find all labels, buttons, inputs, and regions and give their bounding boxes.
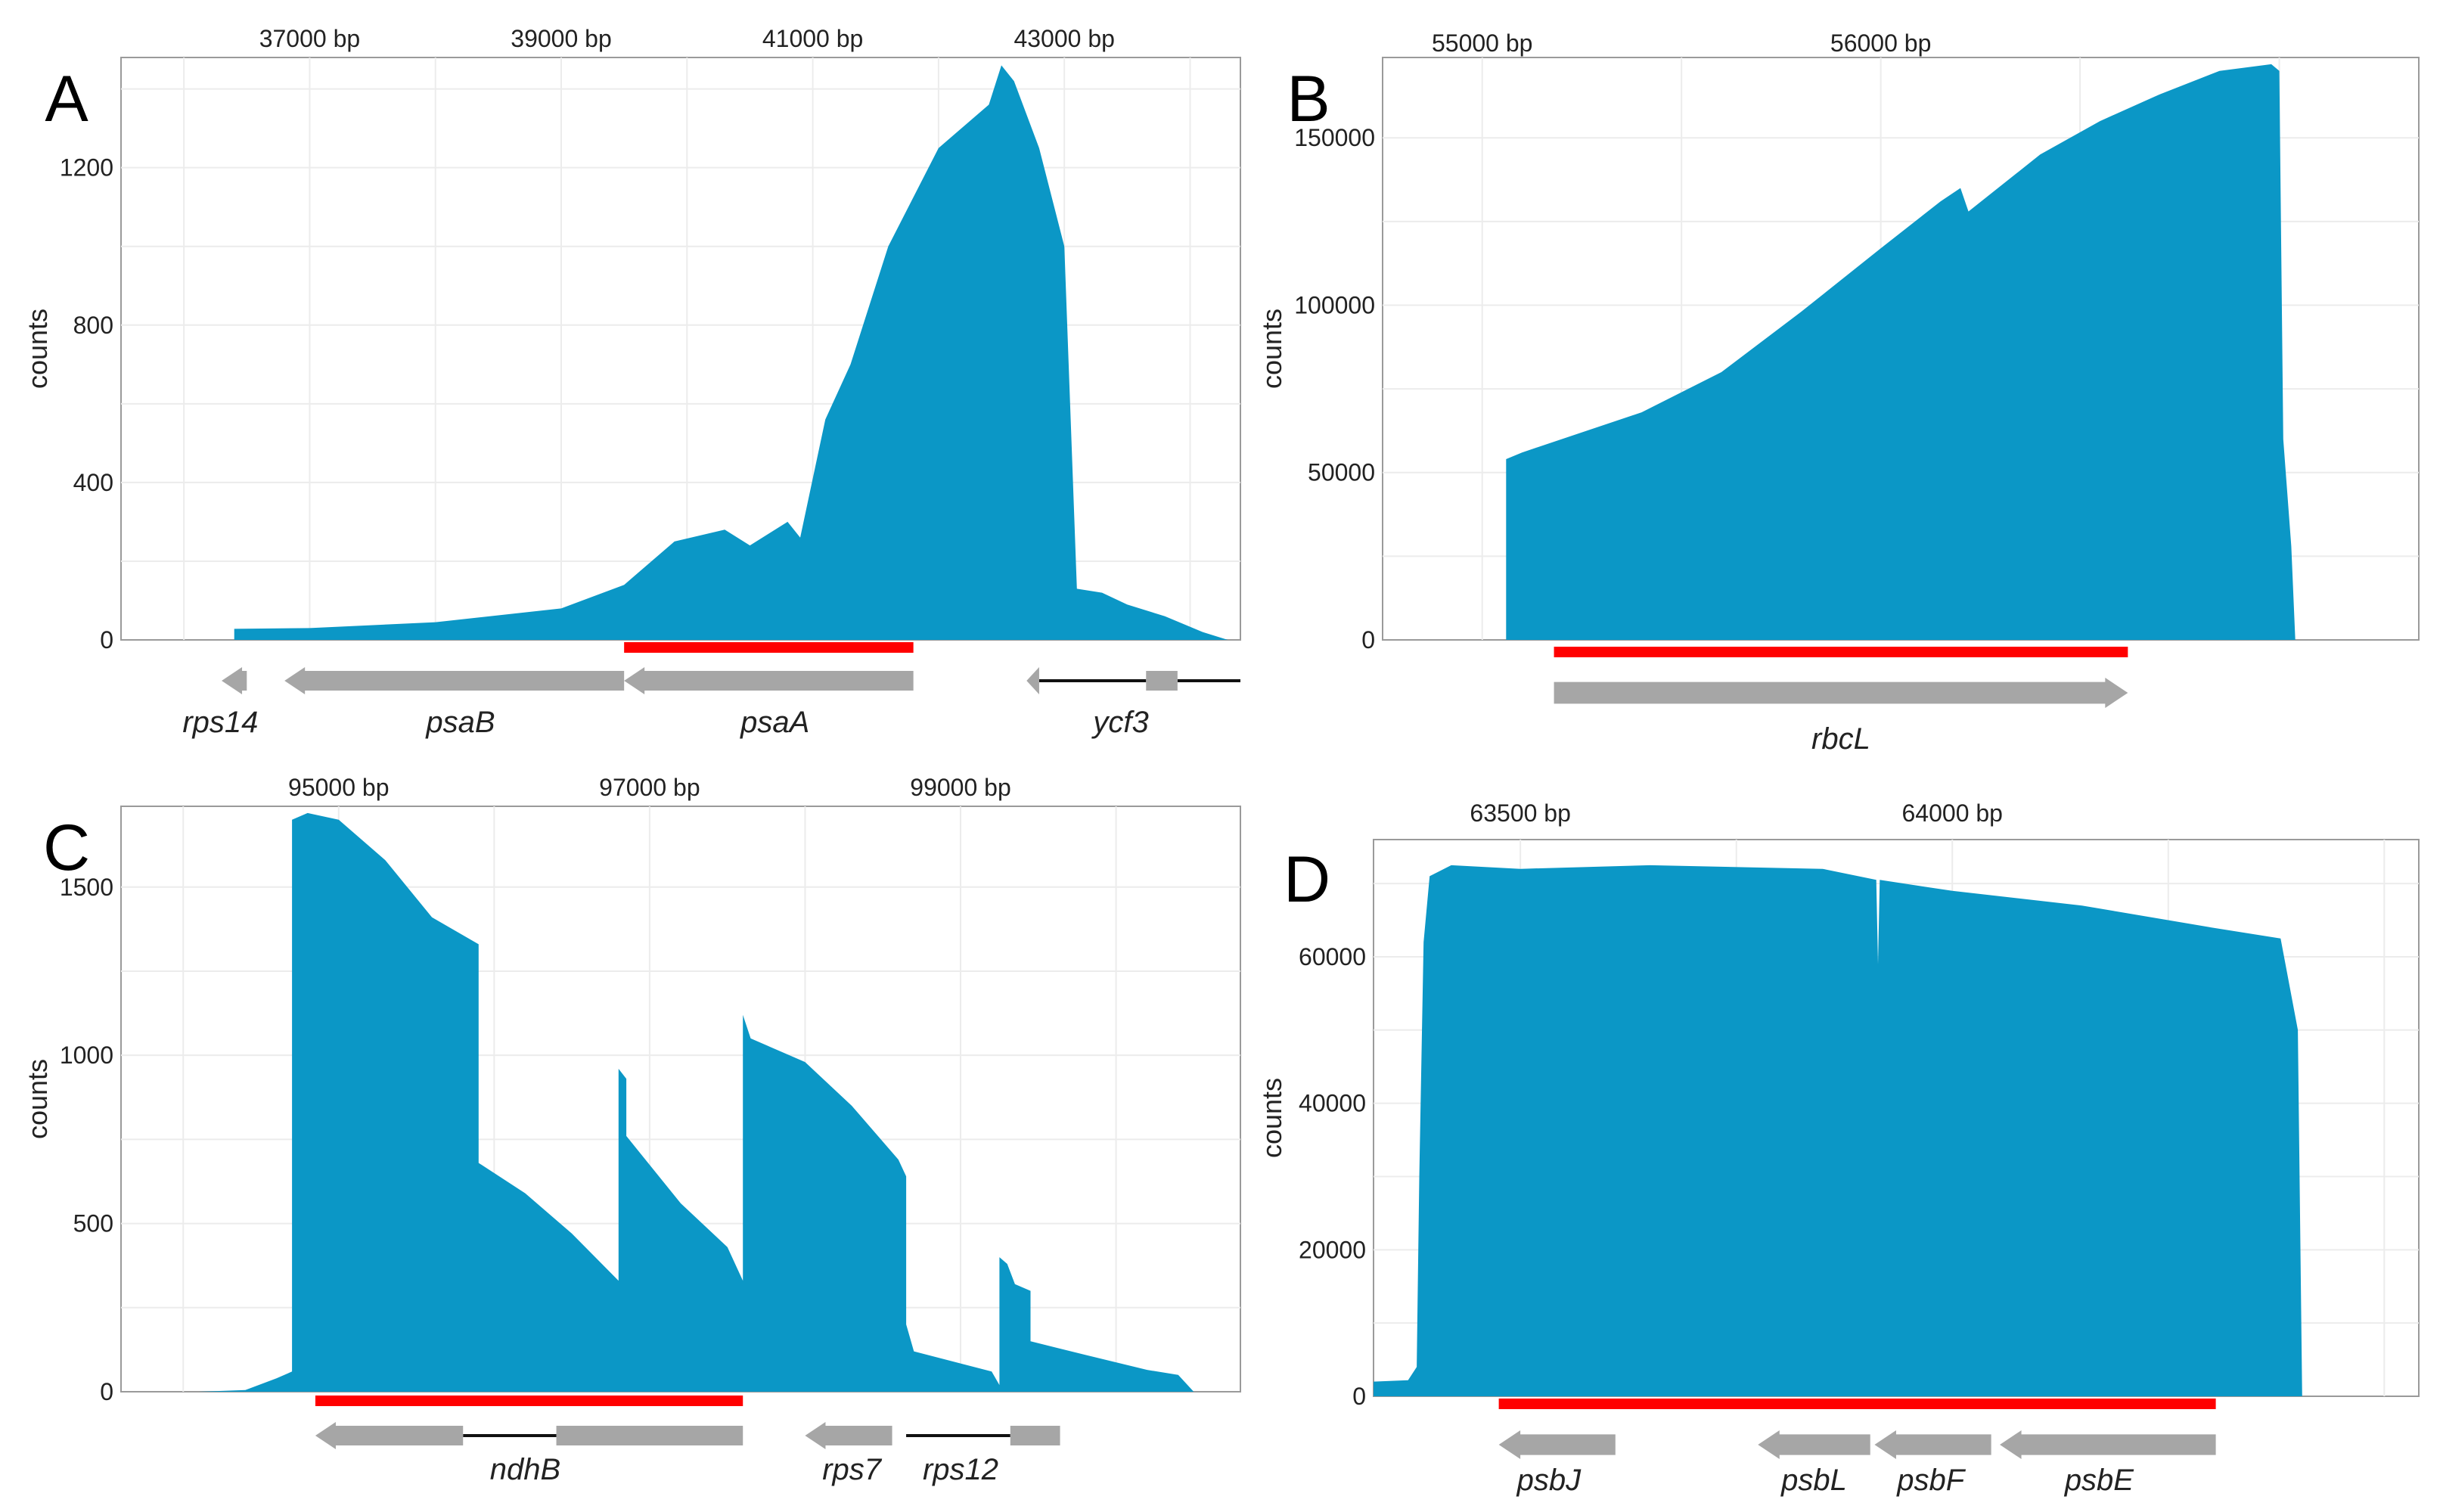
coverage-area xyxy=(1506,64,2296,640)
gene-rps14: rps14 xyxy=(182,667,258,739)
y-axis-label: counts xyxy=(22,309,53,389)
y-axis-label: counts xyxy=(22,1059,53,1139)
x-tick-label: 37000 bp xyxy=(259,25,360,52)
y-tick-label: 0 xyxy=(1361,626,1375,654)
panel-b: B 55000 bp 56000 bp 0 50000 100000 150000 count… xyxy=(1256,29,2420,756)
y-tick-label: 1000 xyxy=(60,1042,113,1069)
gene-psbl: psbL xyxy=(1758,1430,1870,1497)
y-axis-label: counts xyxy=(1256,309,1287,389)
transcript-region-bar xyxy=(315,1396,743,1406)
y-tick-label: 0 xyxy=(100,1378,113,1405)
gene-rps12: rps12 xyxy=(906,1426,1060,1486)
gene-label: psbJ xyxy=(1516,1464,1582,1497)
transcript-region-bar xyxy=(1554,647,2128,657)
y-tick-label: 60000 xyxy=(1299,943,1366,970)
y-tick-label: 500 xyxy=(73,1210,113,1237)
y-axis-label: counts xyxy=(1256,1078,1287,1158)
gene-rbcl: rbcL xyxy=(1554,678,2128,756)
panel-letter: B xyxy=(1287,63,1330,135)
y-tick-label: 1200 xyxy=(60,154,113,182)
x-tick-label: 41000 bp xyxy=(762,25,863,52)
gene-arrow xyxy=(1026,667,1039,694)
y-tick-label: 40000 xyxy=(1299,1090,1366,1117)
gene-psab: psaB xyxy=(284,667,625,739)
y-tick-label: 20000 xyxy=(1299,1236,1366,1263)
y-tick-label: 800 xyxy=(73,312,113,339)
coverage-area xyxy=(198,812,1194,1392)
y-tick-label: 50000 xyxy=(1308,459,1375,486)
x-tick-label: 64000 bp xyxy=(1902,799,2003,827)
gene-arrow xyxy=(1758,1430,1870,1459)
gene-rps7: rps7 xyxy=(805,1422,892,1486)
y-tick-label: 1500 xyxy=(60,874,113,901)
y-tick-label: 100000 xyxy=(1294,291,1375,318)
gene-label: psbE xyxy=(2064,1464,2134,1497)
gene-label: psaA xyxy=(740,706,809,739)
gene-label: rps7 xyxy=(822,1453,883,1486)
panel-a: A 37000 bp 39000 bp 41000 bp 43000 bp 0 400 800… xyxy=(22,25,1241,739)
gene-label: ycf3 xyxy=(1091,706,1148,739)
gene-ndhb: ndhB xyxy=(315,1422,743,1486)
coverage-area xyxy=(234,65,1228,640)
gene-arrow xyxy=(315,1422,464,1449)
gene-arrow xyxy=(2000,1430,2216,1459)
gene-psbj: psbJ xyxy=(1498,1430,1616,1497)
panel-c: C 95000 bp 97000 bp 99000 bp 0 500 1000 1500 cou… xyxy=(22,774,1241,1486)
gene-label: ndhB xyxy=(490,1453,560,1486)
gene-psaa: psaA xyxy=(624,667,914,739)
gene-label: rps12 xyxy=(923,1453,998,1486)
x-tick-label: 56000 bp xyxy=(1830,29,1931,57)
x-tick-label: 95000 bp xyxy=(288,774,389,801)
panel-letter: D xyxy=(1284,843,1330,916)
coverage-area xyxy=(1374,865,2302,1396)
x-tick-label: 99000 bp xyxy=(910,774,1010,801)
y-tick-label: 150000 xyxy=(1294,124,1375,151)
x-tick-label: 97000 bp xyxy=(599,774,700,801)
panel-letter: C xyxy=(43,812,90,884)
gene-arrow xyxy=(1554,678,2128,708)
gene-arrow xyxy=(1498,1430,1616,1459)
gene-arrow xyxy=(1010,1426,1060,1445)
x-tick-label: 55000 bp xyxy=(1432,29,1532,57)
transcript-region-bar xyxy=(624,642,914,653)
x-tick-label: 63500 bp xyxy=(1470,799,1570,827)
gene-label: rps14 xyxy=(182,706,258,739)
gene-arrow xyxy=(1874,1430,1991,1459)
gene-label: psbL xyxy=(1780,1464,1847,1497)
gene-arrow xyxy=(284,667,625,694)
y-tick-label: 0 xyxy=(100,626,113,654)
gene-arrow xyxy=(624,667,914,694)
gene-psbf: psbF xyxy=(1874,1430,1991,1497)
gene-arrow xyxy=(222,667,247,694)
transcript-region-bar xyxy=(1498,1399,2216,1409)
gene-psbe: psbE xyxy=(2000,1430,2216,1497)
gene-arrow xyxy=(805,1422,892,1449)
y-tick-label: 400 xyxy=(73,469,113,496)
x-tick-label: 43000 bp xyxy=(1014,25,1114,52)
gene-arrow xyxy=(1146,671,1178,691)
gene-label: psaB xyxy=(425,706,495,739)
panel-d: D 63500 bp 64000 bp 0 20000 40000 60000 counts p… xyxy=(1256,799,2420,1497)
panel-letter: A xyxy=(45,63,88,135)
gene-label: psbF xyxy=(1896,1464,1966,1497)
gene-arrow xyxy=(556,1426,743,1445)
y-tick-label: 0 xyxy=(1352,1383,1366,1410)
gene-ycf3: ycf3 xyxy=(1026,667,1240,739)
gene-label: rbcL xyxy=(1811,722,1870,756)
x-tick-label: 39000 bp xyxy=(511,25,611,52)
